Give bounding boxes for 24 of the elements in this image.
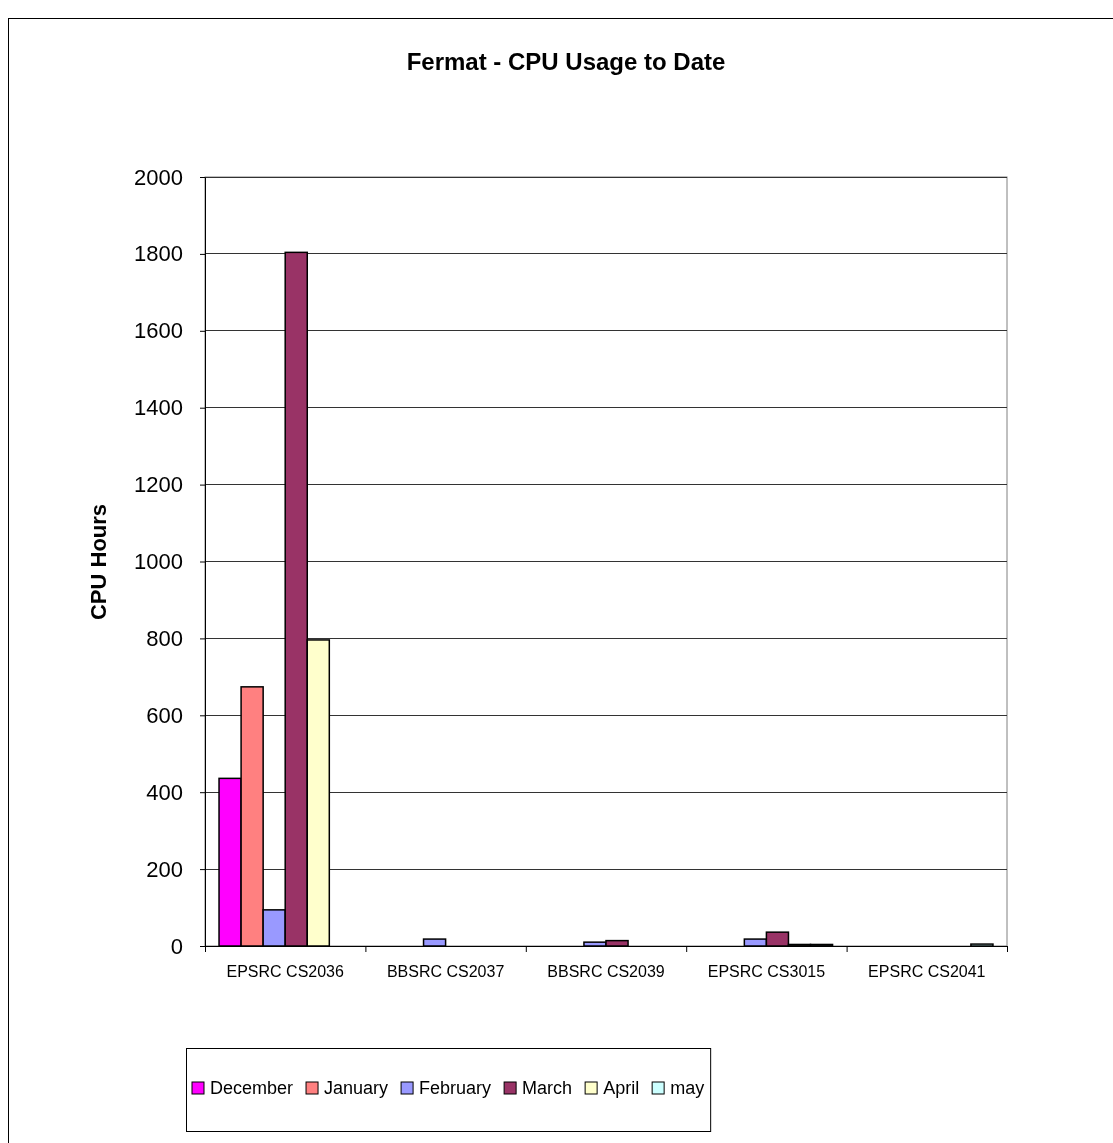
- legend-label: April: [603, 1078, 640, 1098]
- y-tick-label: 2000: [134, 164, 183, 190]
- y-tick-label: 400: [146, 779, 183, 805]
- legend-label: December: [210, 1078, 294, 1098]
- x-tick-label: EPSRC CS2036: [226, 963, 344, 981]
- y-tick-label: 1600: [134, 318, 183, 344]
- y-tick-label: 200: [146, 856, 183, 882]
- x-tick-label: EPSRC CS3015: [707, 963, 826, 981]
- x-tick-label: BBSRC CS2037: [386, 963, 505, 981]
- y-axis-title: CPU Hours: [86, 503, 111, 621]
- chart-title: Fermat - CPU Usage to Date: [406, 48, 726, 75]
- y-tick-label: 600: [146, 702, 183, 728]
- legend-label: January: [324, 1078, 389, 1098]
- x-tick-label: EPSRC CS2041: [868, 963, 986, 981]
- legend-label: March: [522, 1078, 573, 1098]
- y-tick-label: 800: [146, 625, 183, 651]
- x-tick-label: BBSRC CS2039: [547, 963, 665, 981]
- y-tick-label: 0: [170, 933, 183, 959]
- legend-label: February: [419, 1078, 492, 1098]
- y-tick-label: 1200: [134, 472, 183, 498]
- y-tick-label: 1400: [134, 395, 183, 421]
- y-tick-label: 1800: [134, 241, 183, 267]
- legend-label: may: [670, 1078, 705, 1098]
- y-tick-label: 1000: [134, 549, 183, 575]
